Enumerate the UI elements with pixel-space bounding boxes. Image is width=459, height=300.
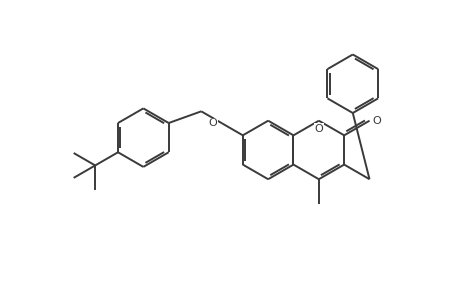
Text: O: O	[208, 118, 217, 128]
Text: O: O	[314, 124, 323, 134]
Text: O: O	[372, 116, 381, 126]
